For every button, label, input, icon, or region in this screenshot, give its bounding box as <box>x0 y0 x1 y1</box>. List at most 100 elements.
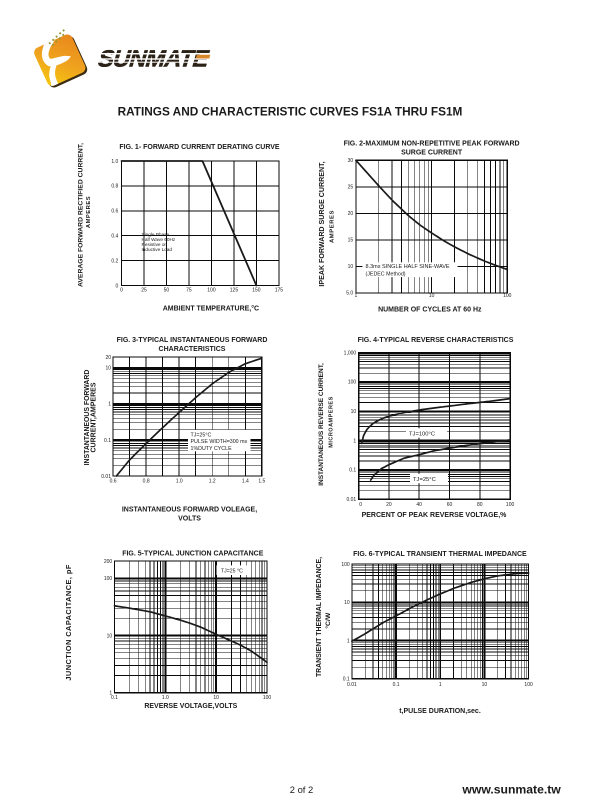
svg-text:MICROAMPERES: MICROAMPERES <box>328 396 334 448</box>
svg-text:1.0: 1.0 <box>176 479 183 485</box>
svg-text:0.6: 0.6 <box>111 209 118 215</box>
svg-text:1: 1 <box>109 691 112 697</box>
svg-text:(JEDEC Method): (JEDEC Method) <box>366 271 406 277</box>
svg-text:1.0: 1.0 <box>162 695 169 701</box>
svg-text:10: 10 <box>107 633 113 639</box>
svg-text:INSTANTANEOUS REVERSE CURRENT,: INSTANTANEOUS REVERSE CURRENT, <box>318 363 325 486</box>
svg-text:Inductive Load: Inductive Load <box>142 247 173 252</box>
svg-text:0.4: 0.4 <box>111 234 118 240</box>
svg-text:10: 10 <box>351 409 357 415</box>
svg-text:1.2: 1.2 <box>209 479 216 485</box>
svg-text:TJ=25°C: TJ=25°C <box>413 477 436 483</box>
svg-text:TRANSIENT THERMAL IMPEDANCE,: TRANSIENT THERMAL IMPEDANCE, <box>316 557 323 677</box>
svg-text:0: 0 <box>116 283 119 289</box>
svg-text:IPEAK FORWARD SURGE CURRENT,: IPEAK FORWARD SURGE CURRENT, <box>318 161 326 286</box>
svg-text:20: 20 <box>386 502 392 508</box>
svg-text:TJ=25°C: TJ=25°C <box>191 432 212 438</box>
svg-text:1.0: 1.0 <box>111 159 118 165</box>
svg-text:FIG. 4-TYPICAL REVERSE CHARACT: FIG. 4-TYPICAL REVERSE CHARACTERISTICS <box>358 337 514 344</box>
svg-text:AMPERES: AMPERES <box>86 196 92 228</box>
svg-text:t,PULSE DURATION,sec.: t,PULSE DURATION,sec. <box>399 708 481 715</box>
svg-text:JUNCTION CAPACITANCE, pF: JUNCTION CAPACITANCE, pF <box>64 564 73 680</box>
svg-text:1.4: 1.4 <box>242 479 249 485</box>
svg-text:30: 30 <box>348 158 354 164</box>
svg-text:1: 1 <box>108 402 111 408</box>
svg-text:TJ=25 °C: TJ=25 °C <box>221 568 243 574</box>
svg-text:www.sunmate.tw: www.sunmate.tw <box>461 782 561 796</box>
svg-text:200: 200 <box>104 559 113 565</box>
svg-text:TJ=100°C: TJ=100°C <box>409 431 435 437</box>
svg-text:FIG. 2-MAXIMUM NON-REPETITIVE: FIG. 2-MAXIMUM NON-REPETITIVE PEAK FORWA… <box>344 141 520 148</box>
svg-text:10: 10 <box>348 264 354 270</box>
svg-text:1.5: 1.5 <box>258 479 265 485</box>
svg-text:80: 80 <box>477 502 483 508</box>
svg-text:REVERSE VOLTAGE,VOLTS: REVERSE VOLTAGE,VOLTS <box>144 703 237 710</box>
svg-text:0: 0 <box>120 288 123 294</box>
svg-text:10: 10 <box>482 682 488 688</box>
svg-text:25: 25 <box>348 185 354 191</box>
svg-text:10: 10 <box>213 695 219 701</box>
svg-text:10: 10 <box>429 293 435 299</box>
svg-text:0.1: 0.1 <box>349 468 356 474</box>
svg-text:0.6: 0.6 <box>110 479 117 485</box>
svg-text:FIG. 6-TYPICAL TRANSIENT THERM: FIG. 6-TYPICAL TRANSIENT THERMAL IMPEDAN… <box>353 551 527 558</box>
svg-text:INSTANTANEOUS FORWARD VOLEAGE,: INSTANTANEOUS FORWARD VOLEAGE, <box>122 507 257 514</box>
svg-text:PERCENT OF PEAK REVERSE VOLTAG: PERCENT OF PEAK REVERSE VOLTAGE,% <box>362 512 508 519</box>
svg-text:50: 50 <box>164 288 170 294</box>
svg-text:2 of 2: 2 of 2 <box>290 784 313 795</box>
svg-text:20: 20 <box>105 355 111 361</box>
svg-text:0.1: 0.1 <box>343 677 350 683</box>
svg-text:INSTANTANEOUS FORWARD: INSTANTANEOUS FORWARD <box>84 370 91 466</box>
svg-text:0.2: 0.2 <box>111 258 118 264</box>
svg-text:AMBIENT TEMPERATURE,°C: AMBIENT TEMPERATURE,°C <box>163 304 259 312</box>
svg-text:0.8: 0.8 <box>143 479 150 485</box>
svg-text:CURRENT,AMPERES: CURRENT,AMPERES <box>91 382 98 452</box>
svg-text:CHARACTERISTICS: CHARACTERISTICS <box>159 346 226 353</box>
svg-text:100: 100 <box>207 288 216 294</box>
svg-text:20: 20 <box>348 211 354 217</box>
svg-text:125: 125 <box>230 288 239 294</box>
svg-text:VOLTS: VOLTS <box>178 516 201 523</box>
svg-text:100: 100 <box>506 502 515 508</box>
svg-text:0.1: 0.1 <box>393 682 400 688</box>
svg-text:40: 40 <box>416 502 422 508</box>
svg-text:Single Phase: Single Phase <box>142 232 170 237</box>
svg-text:0.01: 0.01 <box>347 682 357 688</box>
svg-text:PULSE WIDTH=300 ms: PULSE WIDTH=300 ms <box>191 439 248 445</box>
svg-text:175: 175 <box>275 288 284 294</box>
svg-text:8.3ms SINGLE HALF SINE-WAVE: 8.3ms SINGLE HALF SINE-WAVE <box>366 264 450 270</box>
svg-text:100: 100 <box>348 380 357 386</box>
svg-text:10: 10 <box>105 366 111 372</box>
svg-text:SURGE CURRENT: SURGE CURRENT <box>401 150 463 157</box>
svg-text:0.01: 0.01 <box>101 474 111 480</box>
svg-text:Resistive or: Resistive or <box>142 242 167 247</box>
svg-text:FIG. 5-TYPICAL JUNCTION CAPACI: FIG. 5-TYPICAL JUNCTION CAPACITANCE <box>122 550 264 557</box>
svg-text:1: 1 <box>353 438 356 444</box>
svg-text:100: 100 <box>503 293 512 299</box>
svg-text:100: 100 <box>341 562 350 568</box>
svg-text:RATINGS AND CHARACTERISTIC CUR: RATINGS AND CHARACTERISTIC CURVES FS1A T… <box>118 104 463 118</box>
svg-text:1%DUTY CYCLE: 1%DUTY CYCLE <box>191 446 233 452</box>
svg-text:25: 25 <box>141 288 147 294</box>
svg-text:150: 150 <box>252 288 261 294</box>
svg-text:1: 1 <box>439 682 442 688</box>
svg-text:0.01: 0.01 <box>346 497 356 503</box>
svg-text:15: 15 <box>348 238 354 244</box>
svg-text:100: 100 <box>263 695 272 701</box>
svg-text:100: 100 <box>104 576 113 582</box>
svg-text:0: 0 <box>359 502 362 508</box>
svg-text:1: 1 <box>347 638 350 644</box>
svg-text:75: 75 <box>186 288 192 294</box>
svg-text:100: 100 <box>524 682 533 688</box>
svg-text:1,000: 1,000 <box>344 350 357 356</box>
svg-text:°C/W: °C/W <box>324 612 332 629</box>
svg-text:0.8: 0.8 <box>111 184 118 190</box>
svg-text:AVERAGE FORWARD RECTIFIED CURR: AVERAGE FORWARD RECTIFIED CURRENT, <box>77 143 84 287</box>
svg-text:0.1: 0.1 <box>111 695 118 701</box>
svg-text:10: 10 <box>344 600 350 606</box>
svg-text:FIG. 3-TYPICAL INSTANTANEOUS F: FIG. 3-TYPICAL INSTANTANEOUS FORWARD <box>117 337 268 344</box>
svg-text:60: 60 <box>447 502 453 508</box>
svg-text:5.0: 5.0 <box>346 291 353 297</box>
svg-text:AMPERES: AMPERES <box>329 210 335 243</box>
svg-text:1: 1 <box>355 293 358 299</box>
